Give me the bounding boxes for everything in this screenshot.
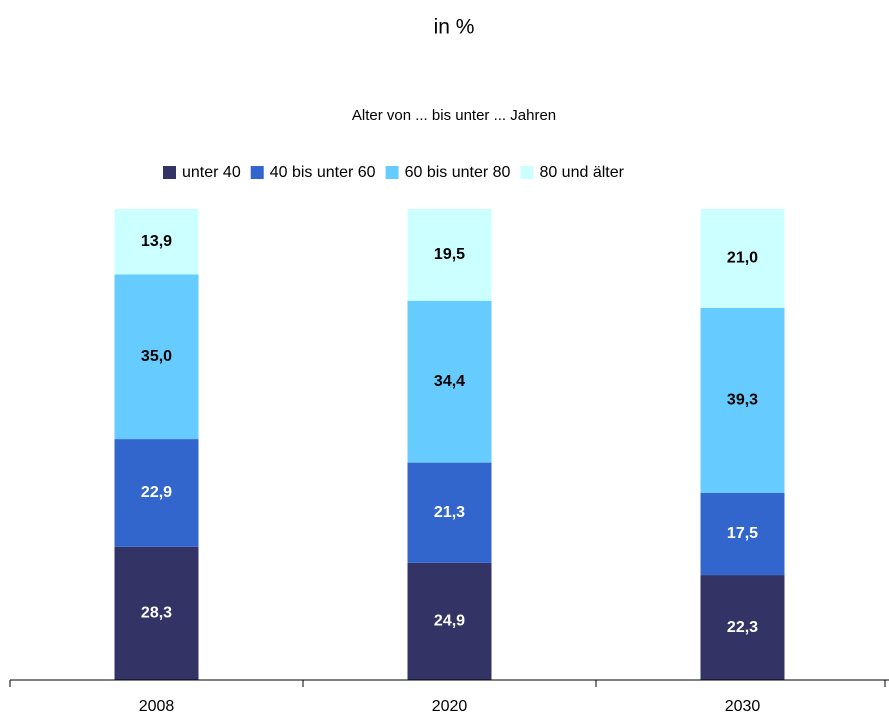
data-label: 19,5 [434,246,465,263]
legend-title: Alter von ... bis unter ... Jahren [352,107,556,124]
data-label: 21,0 [727,250,758,267]
data-label: 34,4 [434,373,465,390]
x-tick-label: 2030 [725,698,761,715]
data-label: 22,9 [141,484,172,501]
bar-segment [407,462,492,563]
legend-swatch [163,166,176,179]
legend-label: 60 bis unter 80 [405,164,511,181]
bar-segment [700,492,785,576]
data-label: 39,3 [727,391,758,408]
legend-swatch [385,166,399,179]
data-label: 24,9 [434,613,465,630]
data-label: 13,9 [141,233,172,250]
legend-label: 40 bis unter 60 [270,164,376,181]
x-tick-label: 2020 [432,698,468,715]
data-label: 35,0 [141,348,172,365]
bar-segment [407,209,492,301]
bar-segment [700,307,785,493]
data-label: 22,3 [727,619,758,636]
data-label: 28,3 [141,605,172,622]
bar-segment [700,575,785,680]
legend-label: 80 und älter [539,164,624,181]
data-label: 17,5 [727,525,758,542]
bar-segment [114,209,199,275]
data-label: 21,3 [434,504,465,521]
bar-segment [114,439,199,547]
legend-label: unter 40 [182,164,241,181]
bar-segment [114,546,199,680]
bar-segment [114,274,199,440]
bar-segment [407,300,492,463]
x-tick-label: 2008 [139,698,175,715]
legend-swatch [250,166,264,179]
legend-swatch [520,166,534,179]
bar-segment [700,209,785,308]
chart-title: in % [434,16,475,39]
bar-segment [407,562,492,680]
